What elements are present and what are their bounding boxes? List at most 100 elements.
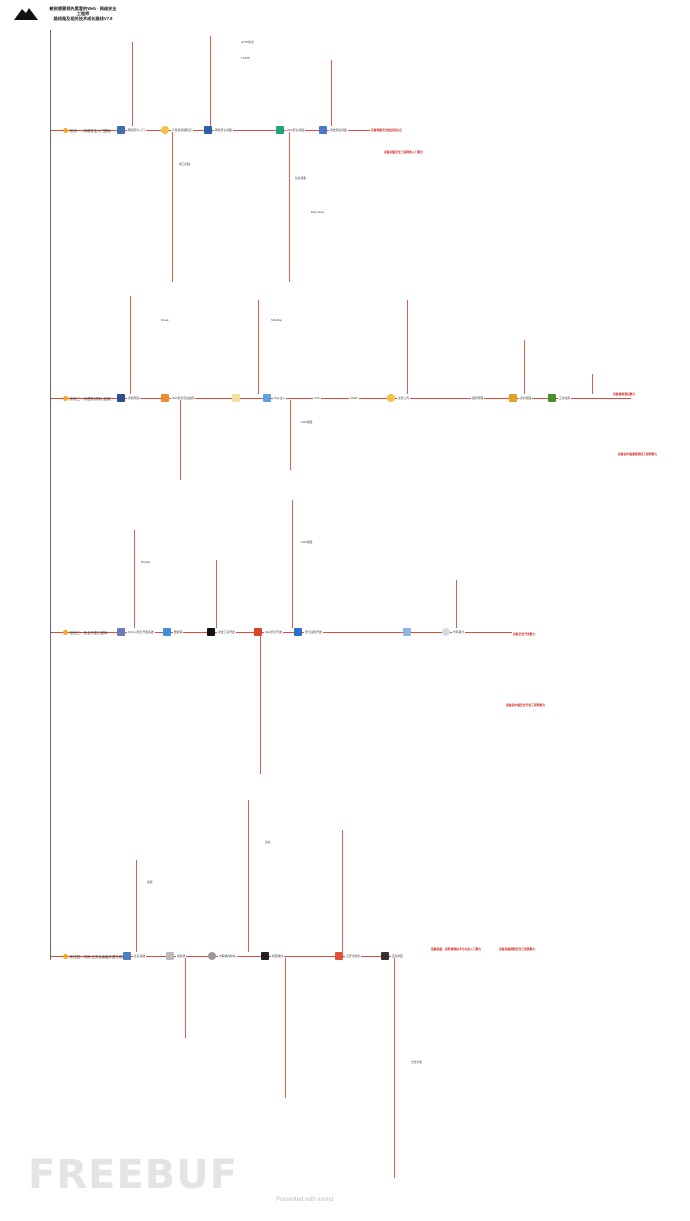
stage4-annotation-b: 具备高级网络安全工程师能力 xyxy=(498,947,537,951)
stage4-leaf-1: 提权 xyxy=(146,880,154,884)
stage2-module-icon-7 xyxy=(548,394,556,402)
stage1-leaf-4: 信息收集 xyxy=(294,176,308,180)
stage4-module-icon-6 xyxy=(381,952,389,960)
stage1-module-2[interactable]: 计算机基础知识 xyxy=(171,128,193,132)
stage3-branch-a xyxy=(134,530,135,628)
stage1-leaf-3: 端口扫描 xyxy=(178,162,192,166)
stage3-module-icon-3 xyxy=(207,628,215,636)
stage-4-row: 阶段四：内网·云安全高级渗透与攻防 红队基础 域渗透 内网横向移动 权限维持 云… xyxy=(51,950,405,963)
stage1-branch-c xyxy=(172,132,173,282)
stage4-module-2[interactable]: 域渗透 xyxy=(176,954,187,958)
stage3-module-2[interactable]: 数据库 xyxy=(173,630,184,634)
stage1-module-5[interactable]: 渗透测试基础 xyxy=(329,128,348,132)
stage1-end-annotation: 具备初级安全工程师的入门能力 xyxy=(383,150,425,154)
stage4-module-5[interactable]: 云安全攻防 xyxy=(345,954,361,958)
stage2-module-icon-1 xyxy=(117,394,125,402)
stage2-branch-b xyxy=(180,400,181,480)
stage4-branch-f xyxy=(394,958,395,1178)
stage2-module-icon-6 xyxy=(509,394,517,402)
xmind-footer: Presented with xmind xyxy=(276,1197,334,1203)
stage4-module-1[interactable]: 红队基础 xyxy=(133,954,147,958)
stage3-annotation: 具备安全开发能力 xyxy=(512,632,537,636)
stage4-leaf-3: 日志分析 xyxy=(410,1060,424,1064)
stage3-module-6[interactable]: 代码审计 xyxy=(452,630,466,634)
stage3-module-3[interactable]: 渗透工具开发 xyxy=(217,630,236,634)
stage2-module-icon-2 xyxy=(161,394,169,402)
stage3-module-icon-6 xyxy=(403,628,411,636)
stage4-leaf-2: 免杀 xyxy=(264,840,272,844)
stage1-module-icon-5 xyxy=(319,126,327,134)
stage4-branch-d xyxy=(185,958,186,1038)
stage4-branch-e xyxy=(285,958,286,1098)
stage4-module-4[interactable]: 权限维持 xyxy=(271,954,285,958)
stage-2-bullet-icon xyxy=(63,396,68,401)
stage2-module-3[interactable]: SQL注入 xyxy=(273,396,287,400)
stage2-module-icon-4 xyxy=(263,394,271,402)
stage1-branch-b xyxy=(210,36,211,126)
stage-1-label[interactable]: 阶段一：网络安全入门基础 xyxy=(70,129,111,133)
stage2-module-8[interactable]: 逆向基础 xyxy=(519,396,533,400)
stage1-module-icon-3 xyxy=(204,126,212,134)
stage-1-row: 阶段一：网络安全入门基础 网络安全入门 计算机基础知识 网络安全基础 Web安全… xyxy=(51,124,371,137)
freebuf-watermark: FREEBUF xyxy=(28,1152,239,1198)
stage2-module-1[interactable]: 渗透测试 xyxy=(127,396,141,400)
stage3-module-5[interactable]: 安全运维开发 xyxy=(304,630,323,634)
stage2-end-annotation: 具备初中级渗透测试工程师能力 xyxy=(617,452,659,456)
main-spine xyxy=(50,30,52,960)
stage2-branch-e xyxy=(407,300,408,394)
stage1-module-3[interactable]: 网络安全基础 xyxy=(214,128,233,132)
stage2-module-6[interactable]: 文件上传 xyxy=(397,396,411,400)
stage2-module-2[interactable]: Web安全实战进阶 xyxy=(171,396,196,400)
stage-1-bullet-icon xyxy=(63,128,68,133)
stage3-branch-d xyxy=(260,634,261,774)
stage1-module-icon-2 xyxy=(161,126,169,134)
title-line-2: 工程师 xyxy=(76,11,90,17)
stage3-module-icon-7 xyxy=(442,628,450,636)
stage2-leaf-3: PHP基础 xyxy=(300,420,314,424)
stage2-branch-d xyxy=(290,400,291,470)
stage-3-label[interactable]: 阶段三：安全开发工程师 xyxy=(70,631,108,635)
stage4-module-6[interactable]: 应急响应 xyxy=(391,954,405,958)
stage4-module-icon-4 xyxy=(261,952,269,960)
stage-3-row: 阶段三：安全开发工程师 Python安全开发基础 数据库 渗透工具开发 Web安… xyxy=(51,626,521,639)
stage4-module-3[interactable]: 内网横向移动 xyxy=(218,954,237,958)
stage-4-bullet-icon xyxy=(63,954,68,959)
stage1-leaf-5: Burp Suite xyxy=(310,210,326,214)
stage1-leaf-1: HTTP协议 xyxy=(240,40,255,44)
stage1-leaf-2: TCP/IP xyxy=(240,56,252,60)
stage2-module-9[interactable]: 工具使用 xyxy=(558,396,572,400)
stage-3-line xyxy=(51,632,521,633)
stage2-branch-a xyxy=(130,296,131,394)
stage-2-label[interactable]: 阶段二：渗透测试核心技能 xyxy=(70,397,111,401)
stage4-module-icon-1 xyxy=(123,952,131,960)
stage3-branch-c xyxy=(292,500,293,628)
stage2-module-icon-3 xyxy=(232,394,240,402)
stage3-module-icon-4 xyxy=(254,628,262,636)
stage1-annotation: 具备网络安全相关知识点 xyxy=(370,128,403,132)
stage3-branch-e xyxy=(456,580,457,628)
mountain-logo-icon xyxy=(14,8,38,20)
stage1-module-1[interactable]: 网络安全入门 xyxy=(127,128,146,132)
stage2-annotation: 具备渗透测试能力 xyxy=(612,392,637,396)
stage-2-line xyxy=(51,398,631,399)
stage4-branch-c xyxy=(342,830,343,952)
stage3-module-1[interactable]: Python安全开发基础 xyxy=(127,630,155,634)
stage2-branch-f xyxy=(524,340,525,394)
stage-4-label[interactable]: 阶段四：内网·云安全高级渗透与攻防 xyxy=(70,955,126,959)
stage1-branch-a xyxy=(132,42,133,126)
stage2-module-5[interactable]: CSRF xyxy=(349,396,359,400)
stage4-module-icon-2 xyxy=(166,952,174,960)
stage3-module-4[interactable]: Web安全开发 xyxy=(264,630,283,634)
stage4-branch-b xyxy=(248,800,249,952)
root-node xyxy=(14,7,38,20)
stage4-module-icon-5 xyxy=(335,952,343,960)
stage-3-bullet-icon xyxy=(63,630,68,635)
stage2-module-7[interactable]: 漏洞原理 xyxy=(471,396,485,400)
stage2-leaf-2: SQLMap xyxy=(270,318,284,322)
stage3-leaf-2: PHP基础 xyxy=(300,540,314,544)
stage1-module-4[interactable]: Web安全基础 xyxy=(286,128,305,132)
stage4-module-icon-3 xyxy=(208,952,216,960)
stage2-module-4[interactable]: XSS xyxy=(313,396,321,400)
stage1-module-icon-1 xyxy=(117,126,125,134)
title-line-3: 路线路及相关技术成长路线V7.8 xyxy=(53,16,113,22)
